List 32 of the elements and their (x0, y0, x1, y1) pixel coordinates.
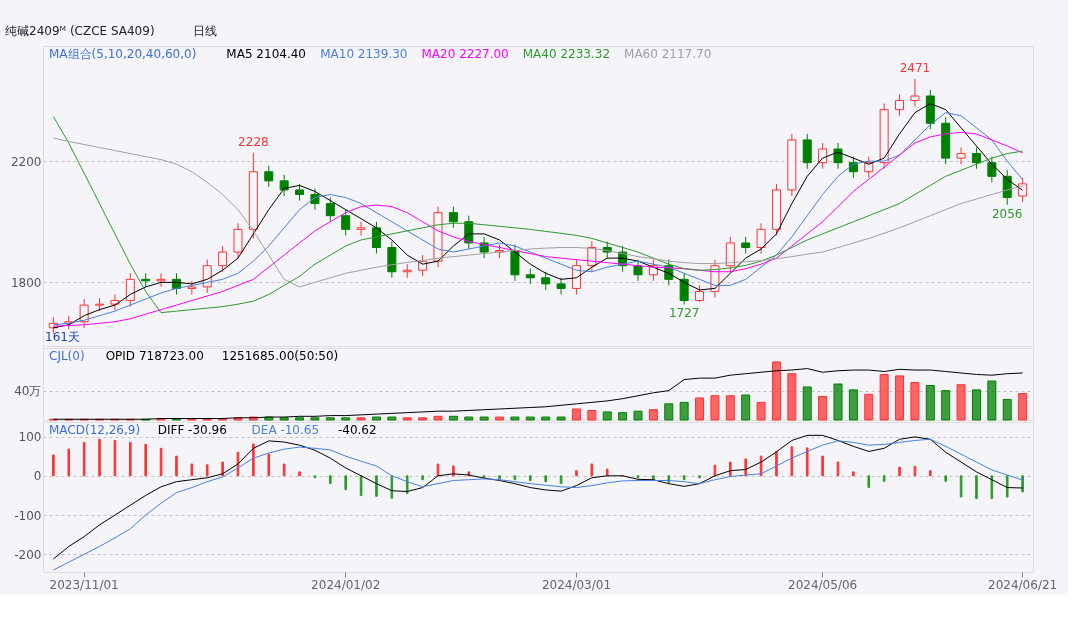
legend-title: MACD(12,26,9) (49, 423, 141, 437)
text: MA40 2233.32 (522, 47, 611, 61)
legend-title: MA组合(5,10,20,40,60,0) (49, 47, 197, 61)
y-tick-label: 0 (33, 469, 42, 484)
text: MA20 2227.00 (421, 47, 509, 61)
annotation: -40.62 (337, 423, 377, 437)
chart-title: 纯碱2409ᴹ (CZCE SA409) (5, 24, 155, 38)
y-tick-label: 2200 (10, 154, 42, 169)
x-tick-label: 2024/01/02 (311, 577, 381, 592)
text: MA10 2139.30 (320, 47, 408, 61)
legend-title: CJL(0) (49, 349, 85, 363)
x-tick-label: 2024/03/01 (541, 577, 612, 592)
series-label: DEA -10.65 (251, 423, 320, 437)
annotation: 2471 (899, 61, 931, 76)
x-tick-label: 2023/11/01 (49, 577, 119, 592)
annotation: 1251685.00(50:50) (221, 349, 339, 363)
annotation: 2228 (238, 134, 269, 149)
text: OPID 718723.00 (105, 349, 204, 363)
x-tick-label: 2024/05/06 (788, 577, 858, 592)
x-tick-label: 2024/06/21 (988, 577, 1058, 592)
annotation: 161天 (45, 330, 80, 344)
text: DIFF -30.96 (157, 423, 227, 437)
y-tick-label: 1800 (10, 275, 42, 290)
y-tick-label: -100 (14, 508, 42, 523)
text: MA5 2104.40 (226, 47, 306, 61)
text: MA60 2117.70 (624, 47, 712, 61)
annotation: 2056 (991, 206, 1023, 221)
y-tick-label: 100 (18, 430, 42, 445)
y-tick-label: -200 (14, 547, 42, 562)
y-tick-label: 40万 (14, 384, 42, 399)
chart-subtitle: 日线 (192, 24, 217, 38)
annotation: 1727 (668, 306, 700, 321)
